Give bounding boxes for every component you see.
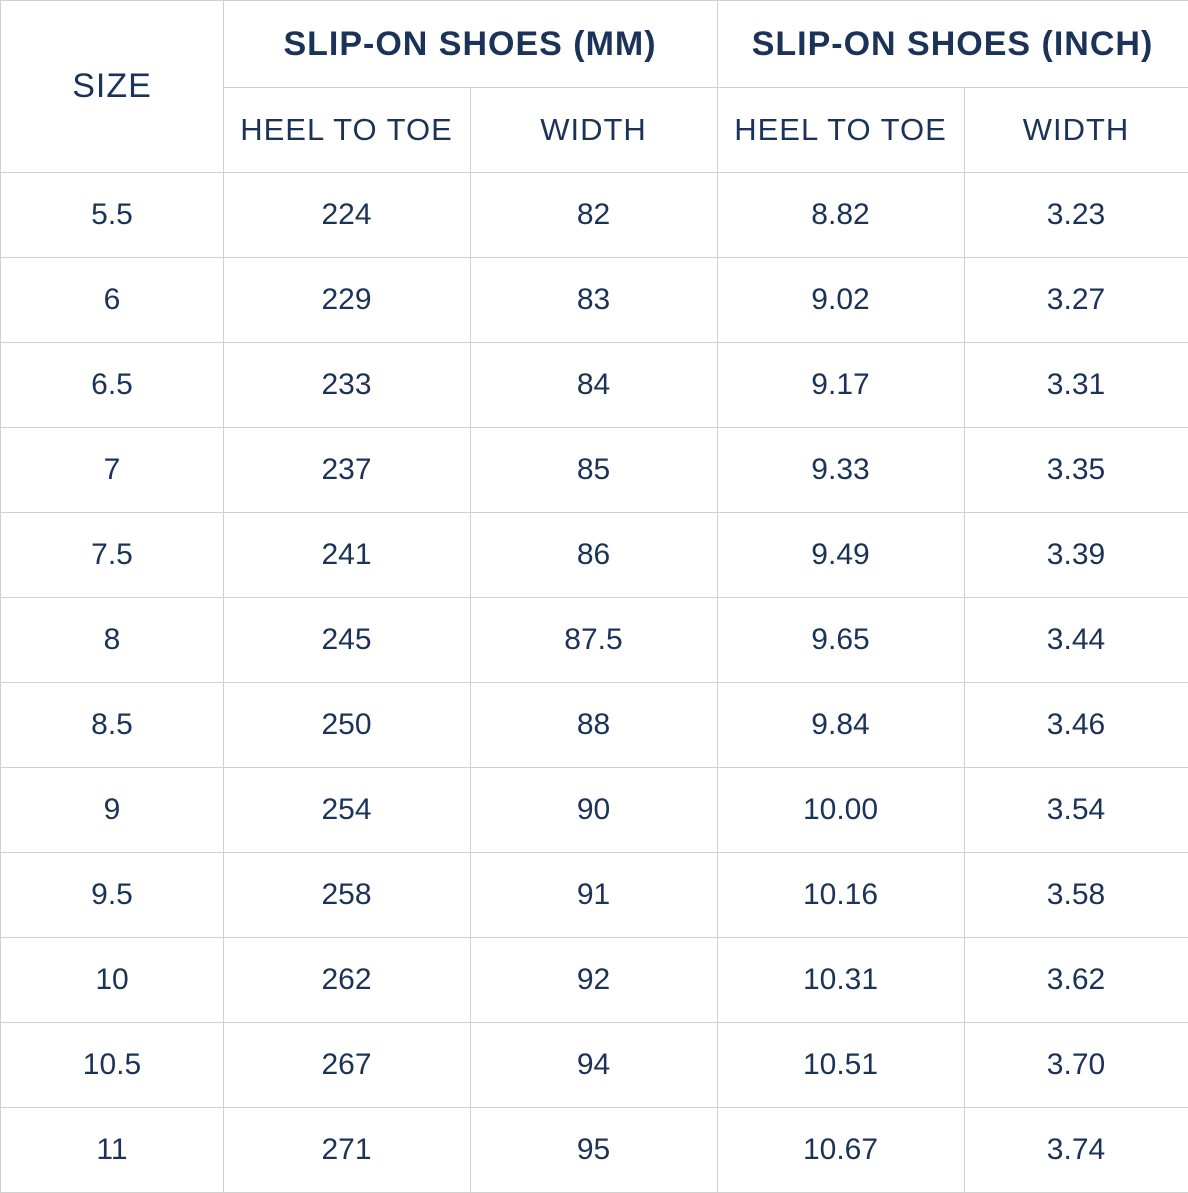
measure-cell: 10.67 xyxy=(717,1107,965,1193)
measure-cell: 254 xyxy=(223,767,471,853)
measure-cell: 229 xyxy=(223,257,471,343)
sub-header: HEEL TO TOE xyxy=(717,87,965,173)
size-cell: 9.5 xyxy=(1,852,224,938)
measure-cell: 9.49 xyxy=(717,512,965,598)
size-cell: 10 xyxy=(1,937,224,1023)
size-header: SIZE xyxy=(1,1,224,173)
measure-cell: 95 xyxy=(470,1107,718,1193)
measure-cell: 86 xyxy=(470,512,718,598)
group-header: SLIP-ON SHOES (INCH) xyxy=(717,1,1188,88)
measure-cell: 9.65 xyxy=(717,597,965,683)
measure-cell: 245 xyxy=(223,597,471,683)
measure-cell: 237 xyxy=(223,427,471,513)
measure-cell: 3.23 xyxy=(964,172,1188,258)
measure-cell: 262 xyxy=(223,937,471,1023)
measure-cell: 241 xyxy=(223,512,471,598)
measure-cell: 3.44 xyxy=(964,597,1188,683)
size-cell: 6 xyxy=(1,257,224,343)
measure-cell: 10.51 xyxy=(717,1022,965,1108)
measure-cell: 3.62 xyxy=(964,937,1188,1023)
measure-cell: 3.31 xyxy=(964,342,1188,428)
measure-cell: 10.16 xyxy=(717,852,965,938)
size-cell: 7 xyxy=(1,427,224,513)
size-cell: 6.5 xyxy=(1,342,224,428)
measure-cell: 92 xyxy=(470,937,718,1023)
sub-header: HEEL TO TOE xyxy=(223,87,471,173)
measure-cell: 91 xyxy=(470,852,718,938)
sub-header: WIDTH xyxy=(964,87,1188,173)
measure-cell: 90 xyxy=(470,767,718,853)
measure-cell: 84 xyxy=(470,342,718,428)
measure-cell: 3.46 xyxy=(964,682,1188,768)
size-cell: 9 xyxy=(1,767,224,853)
measure-cell: 9.17 xyxy=(717,342,965,428)
measure-cell: 233 xyxy=(223,342,471,428)
size-cell: 11 xyxy=(1,1107,224,1193)
measure-cell: 3.54 xyxy=(964,767,1188,853)
measure-cell: 224 xyxy=(223,172,471,258)
measure-cell: 83 xyxy=(470,257,718,343)
group-header: SLIP-ON SHOES (MM) xyxy=(223,1,718,88)
measure-cell: 10.00 xyxy=(717,767,965,853)
measure-cell: 3.39 xyxy=(964,512,1188,598)
measure-cell: 82 xyxy=(470,172,718,258)
measure-cell: 9.02 xyxy=(717,257,965,343)
measure-cell: 3.74 xyxy=(964,1107,1188,1193)
measure-cell: 94 xyxy=(470,1022,718,1108)
size-cell: 10.5 xyxy=(1,1022,224,1108)
measure-cell: 87.5 xyxy=(470,597,718,683)
size-cell: 8 xyxy=(1,597,224,683)
sub-header: WIDTH xyxy=(470,87,718,173)
measure-cell: 10.31 xyxy=(717,937,965,1023)
measure-cell: 3.58 xyxy=(964,852,1188,938)
measure-cell: 258 xyxy=(223,852,471,938)
measure-cell: 9.33 xyxy=(717,427,965,513)
measure-cell: 3.27 xyxy=(964,257,1188,343)
measure-cell: 271 xyxy=(223,1107,471,1193)
size-cell: 8.5 xyxy=(1,682,224,768)
measure-cell: 8.82 xyxy=(717,172,965,258)
measure-cell: 3.35 xyxy=(964,427,1188,513)
measure-cell: 88 xyxy=(470,682,718,768)
measure-cell: 9.84 xyxy=(717,682,965,768)
measure-cell: 3.70 xyxy=(964,1022,1188,1108)
measure-cell: 250 xyxy=(223,682,471,768)
size-cell: 5.5 xyxy=(1,172,224,258)
measure-cell: 85 xyxy=(470,427,718,513)
measure-cell: 267 xyxy=(223,1022,471,1108)
size-cell: 7.5 xyxy=(1,512,224,598)
